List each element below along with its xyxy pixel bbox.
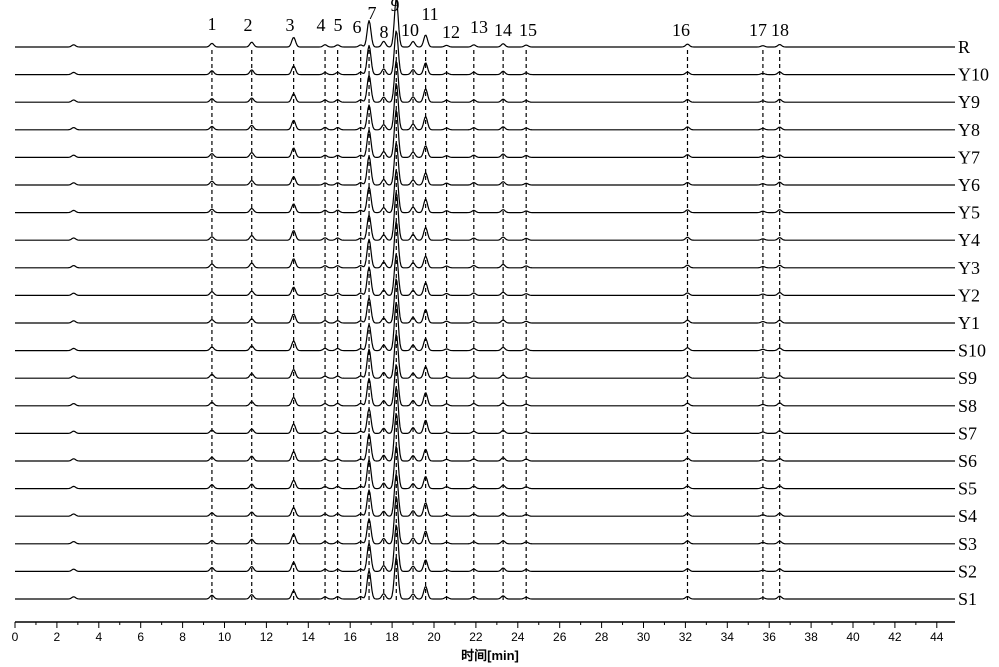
sample-label-y2: Y2 xyxy=(958,285,980,305)
sample-label-s3: S3 xyxy=(958,534,977,554)
trace-s9 xyxy=(15,333,955,379)
trace-y2 xyxy=(15,253,955,296)
sample-label-y4: Y4 xyxy=(958,230,980,250)
x-tick-label: 0 xyxy=(12,630,19,644)
x-tick-label: 38 xyxy=(804,630,818,644)
peak-label-5: 5 xyxy=(334,15,343,35)
trace-s8 xyxy=(15,364,955,407)
peak-label-15: 15 xyxy=(519,20,537,40)
x-axis: 0 2 4 6 8 10 12 14 16 18 20 22 24 26 28 30 32 34 36 38 40 42 4… xyxy=(12,621,955,644)
x-axis-title: 时间[min] xyxy=(461,648,519,663)
x-tick-label: 26 xyxy=(553,630,567,644)
x-tick-label: 18 xyxy=(385,630,399,644)
peak-label-3: 3 xyxy=(286,15,295,35)
trace-s6 xyxy=(15,412,955,462)
sample-label-s5: S5 xyxy=(958,479,977,499)
peak-label-13: 13 xyxy=(470,17,488,37)
sample-label-y6: Y6 xyxy=(958,175,980,195)
peak-label-8: 8 xyxy=(380,22,389,42)
sample-label-y9: Y9 xyxy=(958,92,980,112)
sample-label-y1: Y1 xyxy=(958,313,980,333)
peak-label-2: 2 xyxy=(244,15,253,35)
x-tick-label: 6 xyxy=(137,630,144,644)
x-tick-label: 36 xyxy=(763,630,777,644)
trace-s5 xyxy=(15,445,955,490)
sample-label-s2: S2 xyxy=(958,561,977,581)
x-tick-label: 22 xyxy=(469,630,483,644)
x-tick-label: 32 xyxy=(679,630,693,644)
trace-s3 xyxy=(15,495,955,545)
trace-r xyxy=(15,0,955,48)
x-tick-label: 44 xyxy=(930,630,944,644)
trace-y3 xyxy=(15,221,955,269)
x-tick-label: 12 xyxy=(260,630,274,644)
trace-y4 xyxy=(15,192,955,241)
trace-y10 xyxy=(15,30,955,76)
x-tick-label: 34 xyxy=(721,630,735,644)
peak-label-9: 9 xyxy=(391,0,400,15)
trace-s7 xyxy=(15,387,955,434)
sample-label-y10: Y10 xyxy=(958,65,989,85)
x-tick-label: 24 xyxy=(511,630,525,644)
peak-label-16: 16 xyxy=(672,20,690,40)
trace-s4 xyxy=(15,473,955,517)
sample-label-s10: S10 xyxy=(958,341,986,361)
sample-label-s8: S8 xyxy=(958,396,977,416)
peak-label-14: 14 xyxy=(494,20,512,40)
sample-label-r: R xyxy=(958,37,970,57)
sample-label-y7: Y7 xyxy=(958,147,980,167)
x-tick-label: 4 xyxy=(95,630,102,644)
peak-label-6: 6 xyxy=(353,17,362,37)
trace-y1 xyxy=(15,278,955,324)
sample-labels: R Y10 Y9 Y8 Y7 Y6 Y5 Y4 Y3 Y2 Y1 S10 S9 S8 S7 S6 S5 S4 S3 S… xyxy=(958,37,989,609)
sample-label-s9: S9 xyxy=(958,368,977,388)
peak-label-12: 12 xyxy=(442,22,460,42)
x-tick-label: 20 xyxy=(427,630,441,644)
x-tick-label: 40 xyxy=(846,630,860,644)
trace-y8 xyxy=(15,82,955,131)
peak-label-11: 11 xyxy=(421,4,438,24)
x-tick-label: 28 xyxy=(595,630,609,644)
sample-label-y3: Y3 xyxy=(958,258,980,278)
sample-label-s6: S6 xyxy=(958,451,977,471)
chromatogram-traces xyxy=(15,0,955,600)
sample-label-y5: Y5 xyxy=(958,203,980,223)
peak-marker-lines xyxy=(211,50,781,601)
x-tick-label: 8 xyxy=(179,630,186,644)
trace-y6 xyxy=(15,142,955,186)
peak-label-7: 7 xyxy=(368,3,377,23)
x-tick-label: 42 xyxy=(888,630,902,644)
trace-s10 xyxy=(15,301,955,352)
trace-s1 xyxy=(15,557,955,600)
x-tick-label: 10 xyxy=(218,630,232,644)
x-tick-label: 16 xyxy=(344,630,358,644)
peak-label-1: 1 xyxy=(208,14,217,34)
x-tick-label: 14 xyxy=(302,630,316,644)
sample-label-s4: S4 xyxy=(958,506,977,526)
x-tick-label: 30 xyxy=(637,630,651,644)
x-tick-label: 2 xyxy=(54,630,61,644)
trace-s2 xyxy=(15,524,955,572)
sample-label-y8: Y8 xyxy=(958,120,980,140)
peak-label-17: 17 xyxy=(749,20,767,40)
sample-label-s1: S1 xyxy=(958,589,977,609)
trace-y9 xyxy=(15,60,955,103)
sample-label-s7: S7 xyxy=(958,423,977,443)
peak-label-10: 10 xyxy=(401,20,419,40)
peak-label-4: 4 xyxy=(317,15,326,35)
peak-label-18: 18 xyxy=(771,20,789,40)
trace-y5 xyxy=(15,169,955,214)
trace-y7 xyxy=(15,109,955,158)
